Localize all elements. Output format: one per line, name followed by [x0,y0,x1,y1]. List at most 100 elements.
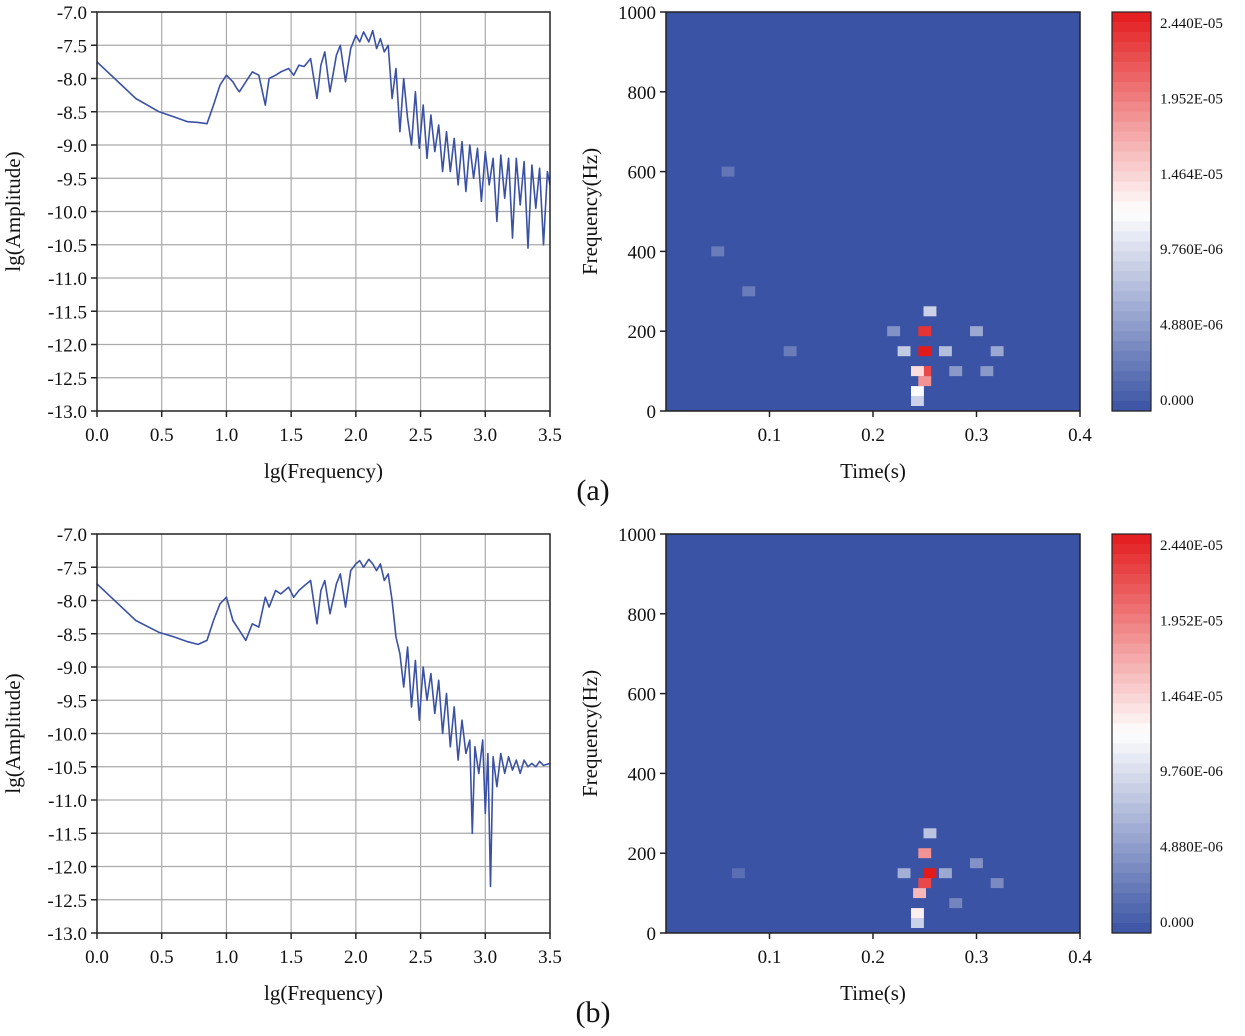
heatmap-cell [911,908,924,919]
y-tick-label: -8.0 [57,70,87,91]
colorbar-segment [1112,903,1151,914]
heatmap-cell [918,326,932,337]
heatmap-cell [711,246,725,257]
heatmap-cell [742,286,756,297]
y-tick-label: -12.0 [47,336,87,357]
colorbar-segment [1112,713,1151,725]
colorbar-segment [1112,673,1151,685]
x-axis-title: Time(s) [840,981,906,1005]
colorbar-segment [1112,201,1151,213]
colorbar-segment [1112,643,1151,655]
colorbar-segment [1112,71,1151,83]
y-tick-label: 0 [647,924,657,945]
heatmap-cell [949,366,963,377]
y-tick-label: -9.0 [57,658,87,679]
colorbar-segment [1112,291,1151,302]
heatmap-cell [918,878,932,889]
y-tick-label: 0 [647,402,657,423]
colorbar-label: 9.760E-06 [1160,764,1223,780]
x-tick-label: 0.4 [1068,425,1092,446]
spectrum-line [96,558,551,888]
colorbar: 2.440E-05 1.952E-05 1.464E-05 9.760E-06 4.88… [1111,533,1223,934]
x-tick-label: 1.0 [215,947,239,968]
y-tick-label: -7.0 [57,525,87,546]
panel-label: (a) [576,474,609,507]
x-tick-label: 0.5 [150,947,174,968]
y-tick-label: -10.0 [47,725,87,746]
y-tick-label: 400 [628,242,657,263]
y-tick-label: 1000 [618,525,656,546]
colorbar-segment [1112,653,1151,665]
y-tick-label: -13.0 [47,924,87,945]
colorbar-label: 2.440E-05 [1160,538,1223,554]
colorbar-segment [1112,583,1151,595]
heatmap-cell [923,306,937,317]
colorbar-segment [1112,351,1151,362]
heatmap-cell [918,848,932,859]
x-tick-label: 0.0 [85,947,109,968]
y-tick-label: -13.0 [47,402,87,423]
y-tick-label: 200 [628,844,657,865]
colorbar-segment [1112,693,1151,705]
x-tick-label: 1.0 [215,425,239,446]
colorbar-segment [1112,573,1151,585]
y-tick-label: 800 [628,83,657,104]
colorbar-segment [1112,361,1151,372]
colorbar-segment [1112,563,1151,575]
colorbar-segment [1112,271,1151,282]
heatmap-cell [970,858,983,869]
colorbar-segment [1112,241,1151,252]
x-tick-label: 0.4 [1068,947,1092,968]
y-tick-label: -10.0 [47,203,87,224]
colorbar-segment [1112,913,1151,924]
heatmap-cell [913,888,926,899]
colorbar-segment [1112,743,1151,755]
y-axis-title: Frequency(Hz) [578,670,602,797]
colorbar-segment [1112,534,1151,545]
colorbar-segment [1112,543,1151,555]
colorbar-segment [1112,31,1151,43]
plot-frame [96,533,551,934]
heatmap-frame [665,533,1081,934]
colorbar-label: 0.000 [1160,393,1194,409]
colorbar-segment [1112,893,1151,904]
colorbar-segment [1112,131,1151,143]
colorbar-segment [1112,261,1151,272]
colorbar-segment [1112,753,1151,765]
colorbar-segment [1112,793,1151,804]
y-tick-label: -8.0 [57,592,87,613]
colorbar-segment [1112,863,1151,874]
colorbar-label: 1.952E-05 [1160,613,1223,629]
colorbar-segment [1112,623,1151,635]
y-tick-label: 1000 [618,3,656,24]
x-tick-label: 1.5 [279,947,303,968]
heatmap-cell [911,918,924,928]
heatmap-cell [939,346,952,357]
x-tick-label: 3.0 [473,425,497,446]
spectrum-chart: 0.0 0.5 1.0 1.5 2.0 2.5 3.0 3.5 -7.0 -7.5 -8.0 -8.5… [1,3,562,483]
x-axis-title: lg(Frequency) [264,981,383,1005]
colorbar-segment [1112,161,1151,173]
colorbar-label: 9.760E-06 [1160,242,1223,258]
colorbar-segment [1112,813,1151,824]
spectrum-chart: 0.0 0.5 1.0 1.5 2.0 2.5 3.0 3.5 -7.0 -7.5 -8.0 -8.5… [1,525,562,1005]
heatmap-cell [990,346,1004,357]
y-tick-label: -10.5 [47,236,87,257]
colorbar-segment [1112,873,1151,884]
x-tick-label: 2.0 [344,947,368,968]
colorbar-segment [1112,883,1151,894]
x-axis-title: Time(s) [840,459,906,483]
colorbar-segment [1112,703,1151,715]
x-tick-label: 3.5 [538,425,562,446]
colorbar-segment [1112,61,1151,73]
x-tick-label: 3.0 [473,947,497,968]
x-axis-title: lg(Frequency) [264,459,383,483]
heatmap-cell [980,366,994,377]
heatmap-cell [939,868,952,879]
colorbar-label: 1.464E-05 [1160,689,1223,705]
colorbar-segment [1112,141,1151,153]
y-tick-label: -9.5 [57,691,87,712]
colorbar-segment [1112,151,1151,163]
spectrogram-chart: 0.1 0.2 0.3 0.4 0 200 400 600 800 1000 Time(s) Freq… [578,525,1092,1005]
heatmap-cell [918,366,932,377]
